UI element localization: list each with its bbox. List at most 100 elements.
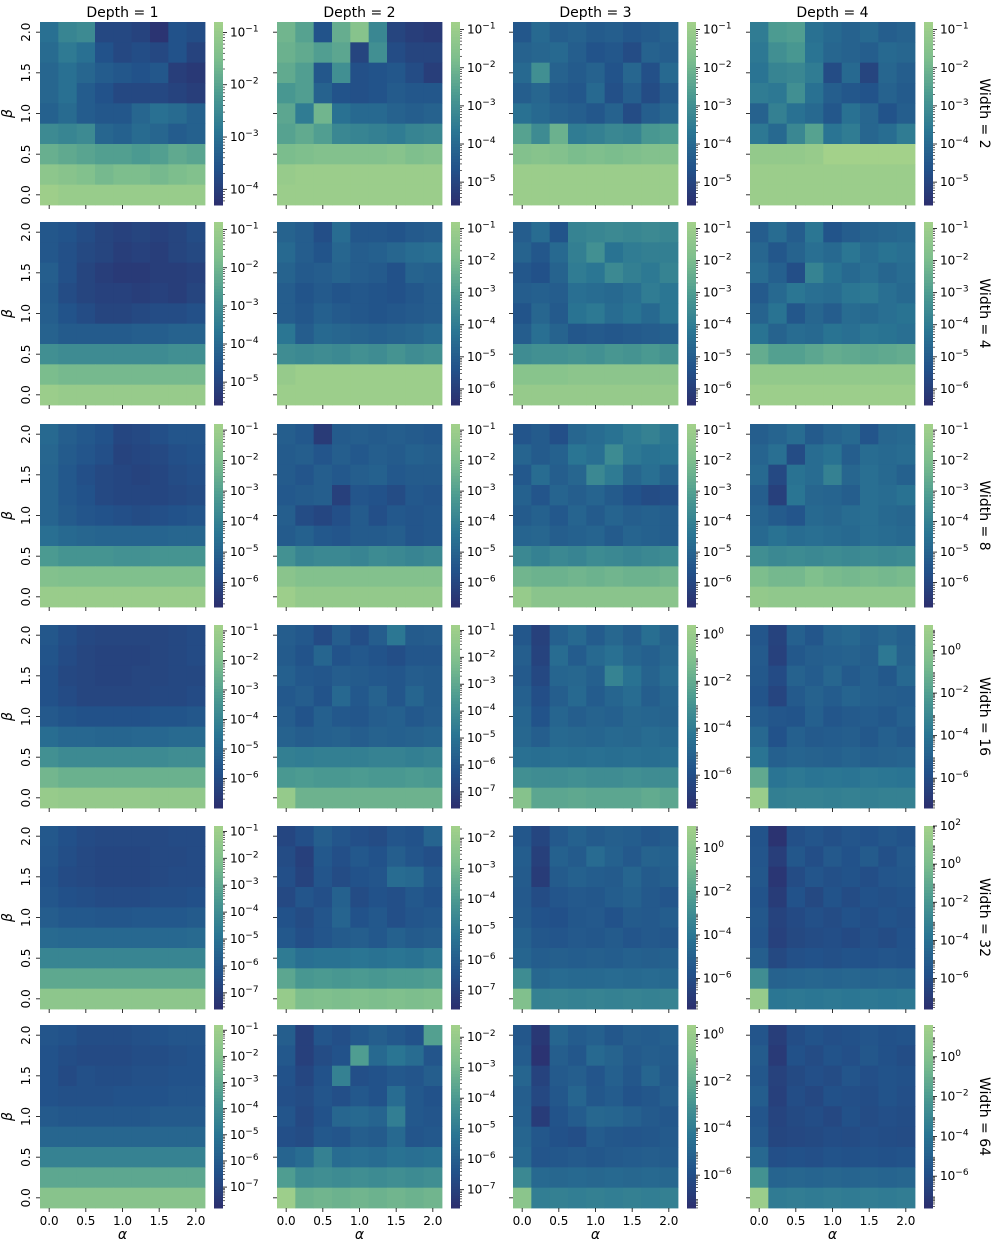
- heatmap-cell: [786, 767, 806, 789]
- heatmap-cell: [168, 303, 188, 325]
- heatmap-cell: [513, 344, 532, 365]
- colorbar-segment: [924, 371, 933, 375]
- heatmap-cell: [604, 222, 624, 243]
- colorbar-segment: [451, 377, 460, 382]
- colorbar-segment: [451, 371, 460, 375]
- colorbar-segment: [924, 374, 933, 379]
- colorbar-segment: [214, 1180, 223, 1185]
- heatmap-cell: [131, 323, 151, 345]
- colorbar-tick-label: 10−2: [703, 673, 732, 688]
- x-tick-label: 1.5: [623, 1214, 642, 1228]
- colorbar-segment: [451, 270, 460, 275]
- colorbar-tick-label: 100: [703, 1026, 724, 1041]
- heatmap-cell: [786, 826, 806, 847]
- heatmap-cell: [568, 968, 587, 990]
- heatmap-cell: [113, 242, 133, 264]
- colorbar-segment: [214, 454, 223, 459]
- heatmap-cell: [295, 968, 315, 990]
- colorbar-segment: [687, 634, 696, 638]
- heatmap-cell: [40, 787, 59, 809]
- heatmap-cell: [387, 1025, 406, 1046]
- colorbar-segment: [687, 920, 696, 925]
- colorbar-segment: [451, 356, 460, 360]
- heatmap-cell: [568, 344, 587, 365]
- heatmap-cell: [549, 444, 569, 466]
- colorbar-segment: [687, 174, 696, 179]
- colorbar-segment: [451, 1028, 460, 1032]
- heatmap-panel: 10−110−210−310−410−5: [746, 22, 969, 209]
- heatmap-cell: [750, 968, 769, 990]
- colorbar-segment: [451, 267, 460, 272]
- heatmap-cell: [313, 566, 333, 588]
- heatmap-cell: [423, 242, 443, 264]
- colorbar-segment: [687, 144, 696, 148]
- heatmap-cell: [423, 1106, 443, 1128]
- heatmap-cell: [896, 505, 916, 527]
- heatmap-cell: [295, 42, 315, 64]
- heatmap-cell: [823, 364, 843, 386]
- heatmap-cell: [368, 887, 388, 908]
- colorbar-tick-label: 10−1: [467, 422, 496, 437]
- colorbar-segment: [687, 73, 696, 78]
- colorbar-segment: [687, 104, 696, 108]
- heatmap-cell: [277, 283, 296, 304]
- heatmap-cell: [896, 525, 916, 547]
- colorbar-segment: [451, 527, 460, 532]
- colorbar-segment: [214, 926, 223, 931]
- colorbar-segment: [451, 826, 460, 830]
- heatmap-cell: [750, 767, 769, 789]
- x-tick-label: 1.5: [387, 1214, 406, 1228]
- heatmap-cell: [95, 787, 114, 809]
- heatmap-cell: [405, 103, 425, 125]
- heatmap-cell: [76, 625, 96, 646]
- heatmap-cell: [604, 62, 624, 84]
- colorbar-segment: [687, 954, 696, 958]
- heatmap-cell: [805, 485, 824, 506]
- heatmap-cell: [841, 384, 861, 406]
- heatmap-cell: [58, 485, 78, 506]
- colorbar-segment: [924, 673, 933, 678]
- heatmap-cell: [878, 22, 898, 43]
- heatmap-cell: [878, 988, 898, 1010]
- heatmap-cell: [513, 866, 532, 888]
- colorbar-tick-label: 10−2: [230, 850, 259, 865]
- heatmap-cell: [513, 42, 532, 64]
- colorbar-segment: [924, 725, 933, 730]
- colorbar-segment: [924, 780, 933, 785]
- heatmap-cell: [313, 1106, 333, 1128]
- colorbar-segment: [687, 1143, 696, 1148]
- heatmap-cell: [823, 62, 843, 84]
- colorbar-tick-label: 10−4: [703, 927, 732, 942]
- heatmap-cell: [823, 505, 843, 527]
- heatmap-cell: [604, 184, 624, 206]
- heatmap-cell: [186, 505, 206, 527]
- heatmap-cell: [423, 927, 443, 949]
- heatmap-cell: [423, 566, 443, 588]
- colorbar-segment: [687, 322, 696, 327]
- heatmap-cell: [768, 1025, 788, 1046]
- heatmap-cell: [95, 1065, 114, 1087]
- heatmap-cell: [423, 283, 443, 304]
- colorbar-segment: [924, 506, 933, 510]
- colorbar-tick-label: 10−1: [230, 623, 259, 638]
- colorbar-tick-label: 10−4: [940, 932, 969, 947]
- colorbar-segment: [214, 1101, 223, 1105]
- colorbar-segment: [451, 768, 460, 772]
- heatmap-cell: [423, 62, 443, 84]
- heatmap-cell: [332, 464, 351, 486]
- colorbar-segment: [924, 240, 933, 244]
- colorbar-segment: [451, 1055, 460, 1060]
- heatmap-cell: [405, 344, 425, 365]
- heatmap-cell: [823, 726, 843, 748]
- colorbar-segment: [214, 707, 223, 711]
- heatmap-cell: [513, 566, 532, 588]
- x-tick-label: 2.0: [186, 1214, 205, 1228]
- heatmap-cell: [368, 1086, 388, 1107]
- colorbar-segment: [214, 960, 223, 964]
- heatmap-cell: [623, 686, 642, 707]
- heatmap-cell: [641, 726, 661, 748]
- colorbar-segment: [214, 582, 223, 587]
- colorbar-segment: [214, 978, 223, 983]
- colorbar-segment: [451, 183, 460, 188]
- heatmap-cell: [350, 645, 370, 667]
